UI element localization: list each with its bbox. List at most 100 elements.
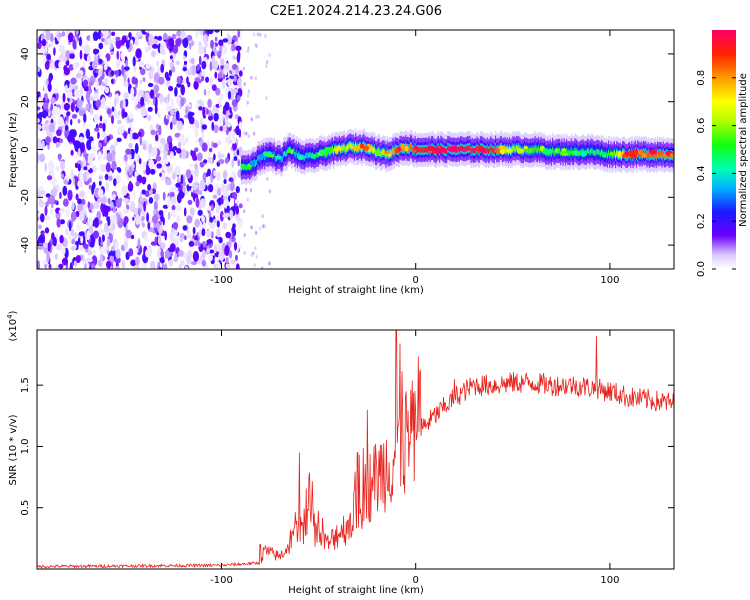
ridge-cell bbox=[662, 150, 665, 157]
noise-cell bbox=[52, 186, 58, 197]
noise-cell bbox=[170, 121, 173, 130]
noise-cell bbox=[191, 261, 197, 266]
noise-cell bbox=[246, 100, 249, 105]
ridge-cell bbox=[592, 149, 595, 156]
noise-cell bbox=[160, 242, 166, 250]
noise-cell bbox=[150, 129, 156, 136]
ridge-cell bbox=[535, 147, 538, 153]
noise-cell bbox=[101, 164, 108, 172]
noise-cell bbox=[128, 32, 132, 39]
noise-cell bbox=[203, 159, 208, 164]
noise-cell bbox=[207, 30, 214, 35]
noise-cell bbox=[52, 236, 57, 247]
noise-cell bbox=[247, 134, 251, 139]
ridge-cell bbox=[630, 153, 632, 159]
x-tick-label: 0 bbox=[413, 575, 419, 586]
noise-cell bbox=[136, 104, 143, 109]
noise-cell bbox=[219, 93, 224, 101]
snr-y-axis-label: SNR (10 * v/v) bbox=[8, 414, 19, 485]
ridge-blob bbox=[641, 152, 647, 158]
ridge-cell bbox=[514, 146, 517, 153]
noise-cell bbox=[171, 66, 176, 73]
noise-cell bbox=[226, 136, 230, 145]
noise-cell bbox=[123, 131, 128, 139]
noise-cell bbox=[261, 214, 264, 219]
noise-cell bbox=[55, 264, 60, 269]
noise-cell bbox=[109, 201, 114, 209]
noise-cell bbox=[111, 160, 117, 171]
noise-cell bbox=[202, 249, 206, 259]
noise-cell bbox=[48, 122, 56, 133]
colorbar-label: Normalized spectral amplitude bbox=[738, 73, 749, 227]
noise-cell bbox=[98, 220, 103, 225]
noise-cell bbox=[191, 150, 197, 161]
noise-cell bbox=[70, 102, 75, 113]
noise-cell bbox=[64, 228, 69, 236]
noise-cell bbox=[142, 77, 146, 82]
colorbar-gradient bbox=[712, 30, 736, 269]
noise-cell bbox=[62, 123, 65, 133]
ridge-cell bbox=[350, 143, 353, 149]
noise-cell bbox=[146, 212, 150, 223]
noise-cell bbox=[254, 76, 257, 81]
noise-cell bbox=[92, 230, 100, 239]
noise-cell bbox=[182, 225, 188, 231]
noise-cell bbox=[268, 189, 272, 194]
noise-cell bbox=[98, 180, 102, 186]
noise-cell bbox=[212, 60, 219, 71]
noise-cell bbox=[207, 88, 211, 97]
noise-cell bbox=[68, 221, 72, 232]
ridge-cell bbox=[518, 145, 520, 151]
noise-cell bbox=[123, 72, 127, 83]
noise-cell bbox=[55, 142, 59, 148]
ridge-cell bbox=[489, 147, 491, 153]
noise-cell bbox=[231, 44, 236, 52]
noise-cell bbox=[223, 196, 228, 201]
ridge-cell bbox=[281, 156, 284, 162]
ridge-blob bbox=[561, 152, 569, 156]
noise-cell bbox=[218, 251, 225, 261]
noise-cell bbox=[58, 61, 62, 69]
noise-cell bbox=[237, 159, 241, 167]
noise-cell bbox=[88, 184, 92, 190]
noise-cell bbox=[128, 180, 132, 191]
noise-cell bbox=[205, 76, 210, 83]
noise-cell bbox=[159, 43, 165, 55]
noise-cell bbox=[226, 122, 232, 128]
noise-cell bbox=[116, 50, 120, 61]
ridge-cell bbox=[257, 155, 259, 161]
noise-cell bbox=[178, 250, 184, 257]
noise-cell bbox=[89, 80, 94, 86]
noise-cell bbox=[141, 262, 146, 269]
noise-cell bbox=[59, 138, 64, 144]
noise-cell bbox=[103, 155, 107, 160]
noise-cell bbox=[99, 253, 103, 263]
ridge-cell bbox=[458, 147, 461, 153]
noise-cell bbox=[186, 254, 192, 265]
ridge-cell bbox=[315, 152, 318, 158]
noise-cell bbox=[128, 112, 134, 120]
noise-cell bbox=[91, 233, 94, 245]
noise-cell bbox=[104, 173, 109, 181]
noise-cell bbox=[189, 124, 196, 129]
ridge-cell bbox=[387, 152, 390, 158]
noise-cell bbox=[212, 142, 218, 148]
ridge-cell bbox=[612, 151, 615, 158]
noise-cell bbox=[206, 229, 212, 238]
noise-cell bbox=[142, 143, 147, 151]
noise-cell bbox=[64, 84, 68, 94]
ridge-blob bbox=[440, 147, 446, 153]
noise-cell bbox=[213, 112, 219, 122]
noise-cell bbox=[210, 39, 214, 49]
noise-cell bbox=[92, 249, 96, 256]
noise-cell bbox=[147, 44, 152, 52]
noise-cell bbox=[114, 113, 121, 120]
noise-cell bbox=[39, 234, 44, 245]
noise-cell bbox=[105, 231, 109, 238]
ridge-cell bbox=[401, 146, 404, 152]
ridge-cell bbox=[485, 148, 488, 154]
ridge-blob bbox=[580, 151, 587, 157]
noise-cell bbox=[100, 33, 104, 38]
ridge-cell bbox=[380, 151, 383, 157]
ridge-blob bbox=[267, 154, 275, 158]
